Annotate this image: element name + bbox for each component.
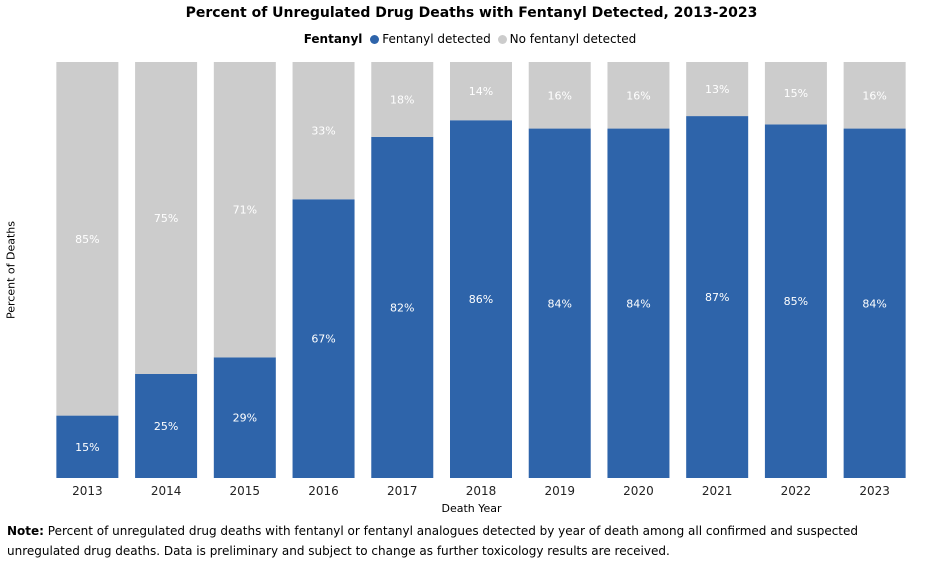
data-label-fentanyl-detected: 84%: [626, 297, 650, 310]
x-axis-label: Death Year: [441, 502, 502, 515]
x-tick-label: 2023: [859, 484, 890, 498]
bar-fentanyl-detected[interactable]: [292, 199, 355, 478]
x-tick-label: 2013: [72, 484, 103, 498]
data-label-fentanyl-detected: 67%: [311, 333, 335, 346]
data-label-no-fentanyl-detected: 13%: [705, 83, 729, 96]
x-tick-label: 2016: [308, 484, 339, 498]
legend-label: Fentanyl detected: [382, 32, 491, 46]
bar-fentanyl-detected[interactable]: [135, 374, 198, 478]
bar-no-fentanyl-detected[interactable]: [686, 62, 749, 117]
data-label-no-fentanyl-detected: 16%: [626, 89, 650, 102]
bar-no-fentanyl-detected[interactable]: [292, 62, 355, 200]
data-label-fentanyl-detected: 87%: [705, 291, 729, 304]
bar-no-fentanyl-detected[interactable]: [135, 62, 198, 374]
x-tick-label: 2019: [544, 484, 575, 498]
data-label-fentanyl-detected: 29%: [233, 412, 257, 425]
legend-label: No fentanyl detected: [509, 32, 637, 46]
bar-no-fentanyl-detected[interactable]: [528, 62, 591, 129]
bar-no-fentanyl-detected[interactable]: [56, 62, 119, 416]
data-label-fentanyl-detected: 15%: [75, 441, 99, 454]
bar-fentanyl-detected[interactable]: [764, 124, 827, 479]
chart-title: Percent of Unregulated Drug Deaths with …: [185, 5, 758, 21]
bar-no-fentanyl-detected[interactable]: [213, 62, 276, 358]
x-tick-label: 2020: [623, 484, 654, 498]
legend-dot-icon: [370, 35, 380, 44]
chart-note: Note: Percent of unregulated drug deaths…: [7, 521, 932, 561]
legend-title: Fentanyl: [303, 32, 363, 46]
x-tick-label: 2014: [151, 484, 182, 498]
note-label: Note:: [7, 524, 44, 538]
bar-no-fentanyl-detected[interactable]: [371, 62, 434, 137]
data-label-no-fentanyl-detected: 75%: [154, 212, 178, 225]
legend-item-no-fentanyl-detected[interactable]: No fentanyl detected: [497, 32, 637, 46]
bar-fentanyl-detected[interactable]: [213, 357, 276, 478]
bar-no-fentanyl-detected[interactable]: [843, 62, 906, 129]
bar-no-fentanyl-detected[interactable]: [450, 62, 512, 121]
data-label-no-fentanyl-detected: 16%: [862, 89, 886, 102]
chart-legend: Fentanyl Fentanyl detected No fentanyl d…: [0, 32, 943, 46]
data-label-fentanyl-detected: 86%: [469, 293, 493, 306]
data-label-no-fentanyl-detected: 15%: [784, 87, 808, 100]
data-label-fentanyl-detected: 84%: [548, 297, 572, 310]
data-label-no-fentanyl-detected: 18%: [390, 93, 414, 106]
x-tick-label: 2021: [702, 484, 733, 498]
x-tick-label: 2015: [230, 484, 261, 498]
bar-fentanyl-detected[interactable]: [528, 128, 591, 478]
data-label-fentanyl-detected: 85%: [784, 295, 808, 308]
legend-dot-icon: [497, 35, 507, 44]
data-label-no-fentanyl-detected: 71%: [233, 204, 257, 217]
data-label-fentanyl-detected: 25%: [154, 420, 178, 433]
note-text: Percent of unregulated drug deaths with …: [7, 524, 859, 558]
bar-fentanyl-detected[interactable]: [607, 128, 670, 478]
x-tick-label: 2018: [466, 484, 497, 498]
x-tick-label: 2017: [387, 484, 418, 498]
data-label-no-fentanyl-detected: 85%: [75, 233, 99, 246]
data-label-no-fentanyl-detected: 33%: [311, 125, 335, 138]
bar-no-fentanyl-detected[interactable]: [764, 62, 827, 125]
bar-fentanyl-detected[interactable]: [56, 415, 119, 478]
data-label-no-fentanyl-detected: 14%: [469, 85, 493, 98]
data-label-fentanyl-detected: 82%: [390, 301, 414, 314]
bar-fentanyl-detected[interactable]: [843, 128, 906, 478]
bar-fentanyl-detected[interactable]: [686, 116, 749, 478]
data-label-no-fentanyl-detected: 16%: [548, 89, 572, 102]
data-label-fentanyl-detected: 84%: [862, 297, 886, 310]
x-tick-label: 2022: [781, 484, 812, 498]
bar-fentanyl-detected[interactable]: [371, 136, 434, 478]
legend-item-fentanyl-detected[interactable]: Fentanyl detected: [370, 32, 491, 46]
bar-fentanyl-detected[interactable]: [450, 120, 512, 479]
bar-no-fentanyl-detected[interactable]: [607, 62, 670, 129]
